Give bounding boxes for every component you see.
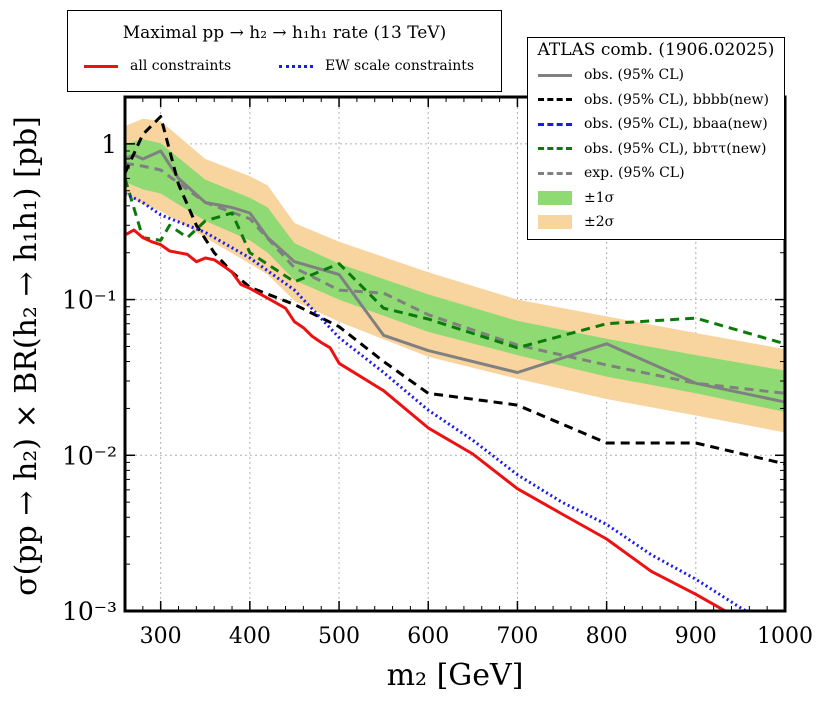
y-axis-title: σ(pp → h₂) × BR(h₂ → h₁h₁) [pb] <box>9 116 44 596</box>
x-tick-label: 300 <box>140 624 182 649</box>
legend-label: exp. (95% CL) <box>584 165 685 181</box>
legend-swatch-fill <box>538 215 572 229</box>
legend-entry: obs. (95% CL), bbττ(new) <box>538 138 767 160</box>
legend-atlas-title: ATLAS comb. (1906.02025) <box>537 40 775 60</box>
legend-label: obs. (95% CL), bbaa(new) <box>584 116 768 132</box>
legend-model: Maximal pp → h₂ → h₁h₁ rate (13 TeV) all… <box>67 10 502 92</box>
y-tick-label: 10⁻² <box>62 441 117 470</box>
series-ew-scale-constraints <box>125 192 750 611</box>
legend-swatch-line <box>538 73 572 77</box>
legend-label: ±2σ <box>584 214 615 230</box>
legend-label: ±1σ <box>584 189 615 206</box>
x-tick-label: 900 <box>675 624 717 649</box>
legend-entry: obs. (95% CL) <box>538 64 684 86</box>
legend-entry: obs. (95% CL), bbaa(new) <box>538 113 768 135</box>
series-all-constraints <box>125 228 729 611</box>
y-tick-label: 10⁻¹ <box>62 286 117 315</box>
legend-swatch-line <box>538 122 572 126</box>
x-tick-label: 700 <box>496 624 538 649</box>
legend-label: obs. (95% CL), bbbb(new) <box>584 91 769 108</box>
series-obs-95-cl <box>125 149 785 404</box>
legend-swatch-fill <box>538 190 572 205</box>
legend-label: obs. (95% CL), bbττ(new) <box>584 140 767 157</box>
x-tick-label: 1000 <box>757 624 813 649</box>
band-1sigma <box>125 139 785 412</box>
legend-entry: EW scale constraints <box>279 55 474 77</box>
y-tick-label: 1 <box>101 130 117 159</box>
x-tick-label: 600 <box>407 624 449 649</box>
legend-label: obs. (95% CL) <box>584 67 684 83</box>
legend-entry: obs. (95% CL), bbbb(new) <box>538 89 769 111</box>
series-exp-95-cl <box>125 161 785 395</box>
legend-label: all constraints <box>130 58 232 74</box>
series-lines <box>125 115 785 611</box>
legend-swatch-line <box>279 64 313 68</box>
uncertainty-bands <box>125 118 785 433</box>
legend-swatch-line <box>84 64 118 68</box>
legend-entry: ±1σ <box>538 187 614 209</box>
x-tick-label: 500 <box>318 624 360 649</box>
series-obs-95-cl-bbbb-new <box>125 115 785 466</box>
x-tick-label: 800 <box>586 624 628 649</box>
legend-label: EW scale constraints <box>325 58 475 74</box>
y-tick-label: 10⁻³ <box>62 597 117 626</box>
legend-swatch-line <box>538 98 572 101</box>
legend-entry: all constraints <box>84 55 231 77</box>
legend-swatch-line <box>538 147 572 150</box>
series-obs-95-cl-bb-new <box>125 177 785 350</box>
x-tick-label: 400 <box>229 624 271 649</box>
legend-model-title: Maximal pp → h₂ → h₁h₁ rate (13 TeV) <box>122 23 447 43</box>
legend-swatch-line <box>538 171 572 175</box>
legend-entry: exp. (95% CL) <box>538 162 685 184</box>
legend-atlas: ATLAS comb. (1906.02025) obs. (95% CL) ob… <box>527 37 785 240</box>
legend-entry: ±2σ <box>538 211 614 233</box>
plot-frame <box>123 95 787 613</box>
x-axis-title: m₂ [GeV] <box>387 658 524 693</box>
